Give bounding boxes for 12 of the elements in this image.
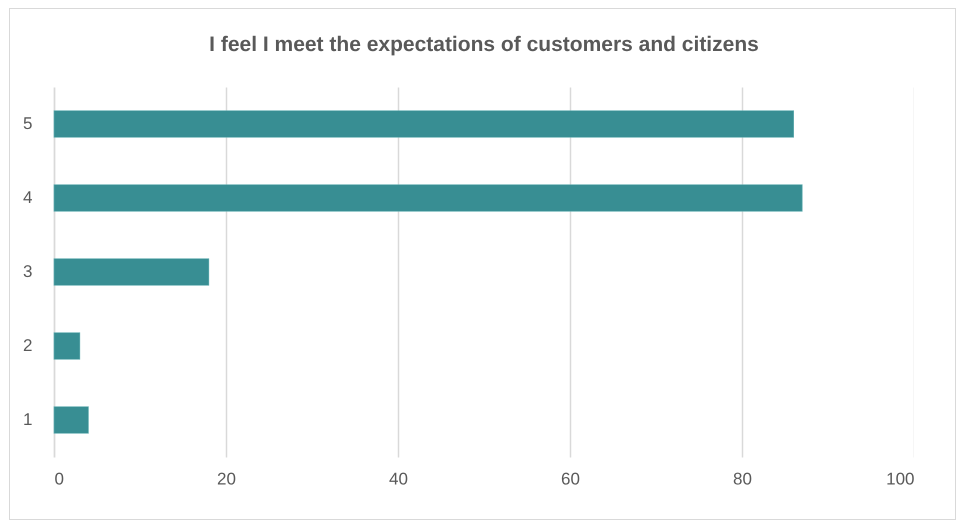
y-tick-label: 1	[23, 410, 32, 429]
y-tick-label: 2	[23, 336, 32, 355]
y-tick-label: 3	[23, 262, 32, 281]
x-tick-label: 80	[733, 470, 752, 488]
x-tick-label: 20	[217, 470, 236, 488]
y-tick-label: 4	[23, 188, 32, 207]
y-tick-label: 5	[23, 114, 32, 133]
x-tick-label: 0	[54, 470, 64, 488]
x-tick-label: 60	[561, 470, 580, 488]
x-tick-label: 40	[389, 470, 408, 488]
chart-title: I feel I meet the expectations of customers and citizens	[209, 33, 759, 56]
x-tick-label: 100	[886, 470, 914, 488]
